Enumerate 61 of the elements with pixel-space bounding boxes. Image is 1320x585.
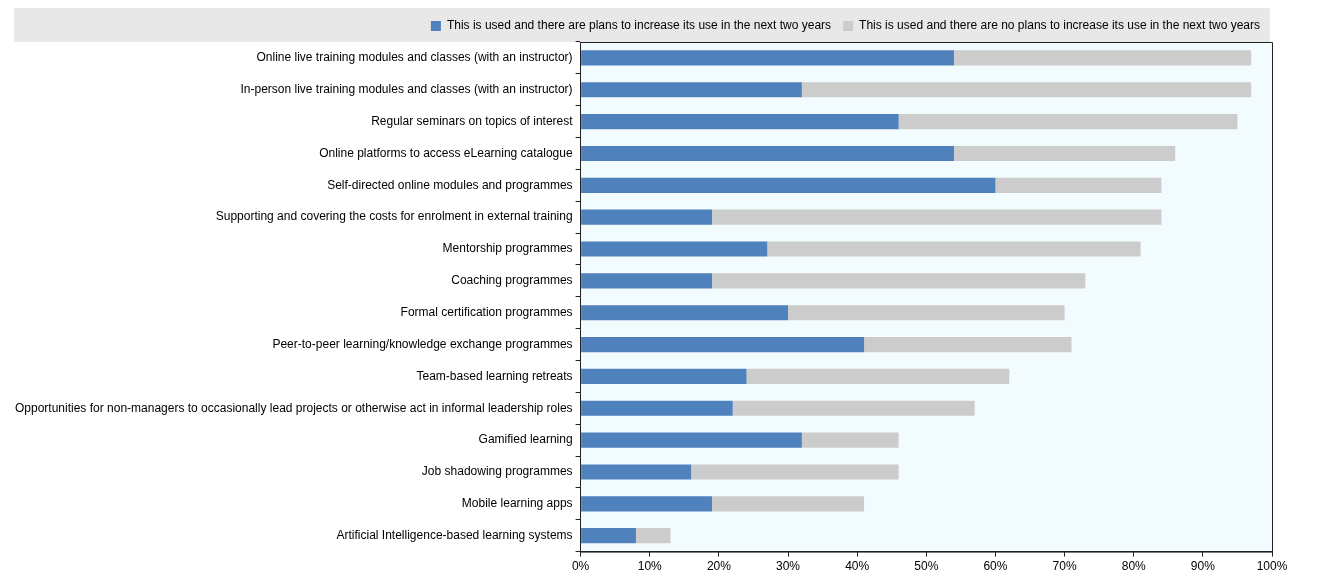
bar [995, 177, 1162, 193]
bar [953, 145, 1176, 162]
bar [581, 496, 712, 512]
bar [801, 432, 899, 448]
bar [581, 464, 692, 480]
y-tick-label: Online live training modules and classes (with an instructor) [256, 50, 573, 65]
legend-label: This is used and there are no plans to increase its use in the next two years [859, 18, 1260, 33]
y-tick-label: In-person live training modules and classes (with an instructor) [240, 82, 573, 97]
bar [732, 400, 975, 416]
x-tick-label: 60% [983, 559, 1008, 574]
bar [581, 177, 996, 193]
bar [581, 273, 712, 289]
bar [581, 400, 733, 416]
x-tick-label: 50% [914, 559, 939, 574]
y-tick-label: Artificial Intelligence-based learning systems [336, 527, 573, 542]
bar [581, 337, 865, 353]
x-tick-label: 20% [706, 559, 732, 574]
bar [581, 114, 899, 130]
x-tick-label: 70% [1052, 559, 1077, 574]
x-tick-label: 0% [571, 559, 590, 574]
bar [635, 528, 671, 544]
y-tick-label: Self-directed online modules and programmes [327, 177, 573, 192]
y-tick-label: Regular seminars on topics of interest [371, 113, 574, 128]
y-tick-label: Peer-to-peer learning/knowledge exchange programmes [272, 336, 573, 351]
y-tick-label: Job shadowing programmes [421, 464, 573, 479]
x-tick-label: 80% [1121, 559, 1147, 574]
bar [581, 82, 802, 98]
bar [581, 528, 636, 544]
bar [767, 241, 1141, 257]
bar [898, 114, 1238, 130]
bar [953, 50, 1252, 66]
bar [581, 368, 747, 384]
bar [801, 82, 1252, 98]
y-tick-label: Opportunities for non-managers to occasionally lead projects or otherwise act in informal leadership roles [14, 400, 573, 415]
bar [691, 464, 899, 480]
bar [711, 273, 1086, 289]
bar [581, 305, 789, 321]
y-tick-label: Team-based learning retreats [416, 368, 573, 383]
y-tick-label: Formal certification programmes [400, 305, 573, 320]
x-tick-label: 10% [637, 559, 663, 574]
bar [746, 368, 1010, 384]
bar [864, 337, 1072, 353]
bar [788, 305, 1065, 321]
y-tick-label: Supporting and covering the costs for enrolment in external training [215, 209, 573, 224]
bar [581, 209, 712, 225]
y-tick-label: Coaching programmes [451, 273, 573, 288]
legend-label: This is used and there are plans to increase its use in the next two years [446, 18, 832, 33]
bar [581, 50, 954, 66]
bar [581, 145, 954, 162]
x-tick-label: 40% [845, 559, 870, 574]
y-tick-label: Online platforms to access eLearning catalogue [319, 145, 573, 160]
bar [581, 432, 802, 448]
y-tick-label: Mentorship programmes [442, 241, 573, 256]
bar [581, 241, 768, 257]
x-tick-label: 90% [1190, 559, 1216, 574]
x-tick-label: 100% [1256, 559, 1288, 574]
y-tick-label: Gamified learning [478, 432, 573, 447]
bar [711, 496, 865, 512]
y-tick-label: Mobile learning apps [461, 496, 573, 511]
x-tick-label: 30% [776, 559, 801, 574]
bar [711, 209, 1162, 225]
